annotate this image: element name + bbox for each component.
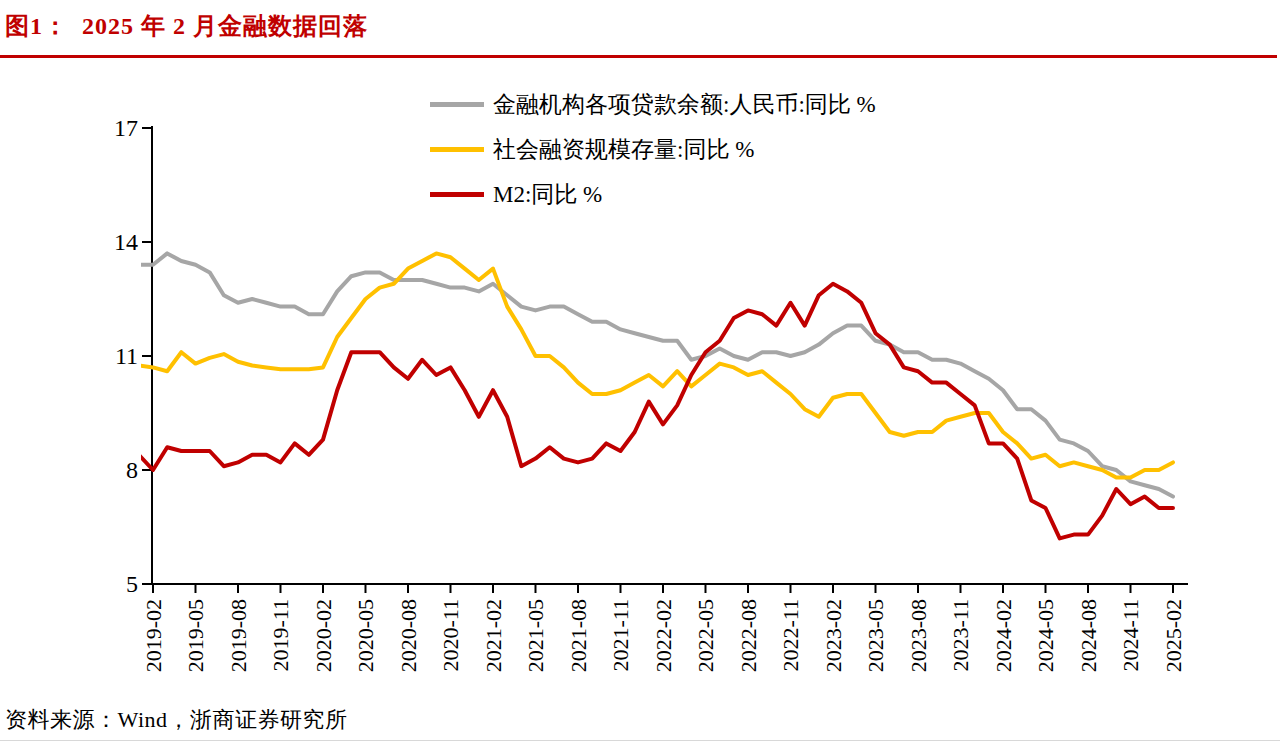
x-tick-label: 2020-02 [311,599,336,672]
x-tick-label: 2022-11 [778,599,803,672]
y-tick-label: 17 [114,115,138,141]
x-tick-label: 2025-02 [1161,599,1186,672]
legend: 金融机构各项贷款余额:人民币:同比 % 社会融资规模存量:同比 % M2:同比 … [430,82,876,217]
x-tick-label: 2024-08 [1076,599,1101,672]
y-tick-label: 11 [115,343,138,369]
x-tick-label: 2019-08 [226,599,251,672]
x-tick-label: 2020-05 [353,599,378,672]
x-tick-label: 2023-05 [863,599,888,672]
x-tick-label: 2019-02 [141,599,166,672]
legend-swatch-tsf-line [430,147,484,152]
y-tick-label: 5 [126,571,138,597]
y-tick-label: 14 [114,229,138,255]
x-tick-label: 2021-02 [481,599,506,672]
x-tick-label: 2024-05 [1033,599,1058,672]
x-tick-label: 2023-02 [821,599,846,672]
x-tick-label: 2021-05 [523,599,548,672]
x-tick-label: 2022-02 [651,599,676,672]
figure-page: 图1： 2025 年 2 月金融数据回落 171411852019-022019… [0,0,1280,746]
x-tick-label: 2020-11 [438,599,463,672]
bottom-hairline-rule [0,740,1280,741]
x-tick-label: 2019-05 [183,599,208,672]
legend-label-m2: M2:同比 % [493,179,602,210]
source-attribution: 资料来源：Wind，浙商证券研究所 [5,705,348,735]
x-tick-label: 2024-11 [1118,599,1143,672]
legend-label-tsf: 社会融资规模存量:同比 % [493,134,754,165]
x-tick-label: 2023-08 [906,599,931,672]
x-tick-label: 2021-08 [566,599,591,672]
legend-swatch-m2-line [430,192,484,197]
x-tick-label: 2022-08 [736,599,761,672]
x-tick-label: 2022-05 [693,599,718,672]
x-tick-label: 2020-08 [396,599,421,672]
series-lines [139,253,1173,538]
legend-label-loans: 金融机构各项贷款余额:人民币:同比 % [493,89,876,120]
x-tick-label: 2021-11 [608,599,633,672]
legend-item-m2: M2:同比 % [430,172,876,217]
legend-item-loans: 金融机构各项贷款余额:人民币:同比 % [430,82,876,127]
x-tick-label: 2019-11 [268,599,293,672]
legend-swatch-loans-line [430,102,484,107]
y-tick-label: 8 [126,457,138,483]
legend-item-tsf: 社会融资规模存量:同比 % [430,127,876,172]
x-tick-label: 2023-11 [948,599,973,672]
x-tick-label: 2024-02 [991,599,1016,672]
